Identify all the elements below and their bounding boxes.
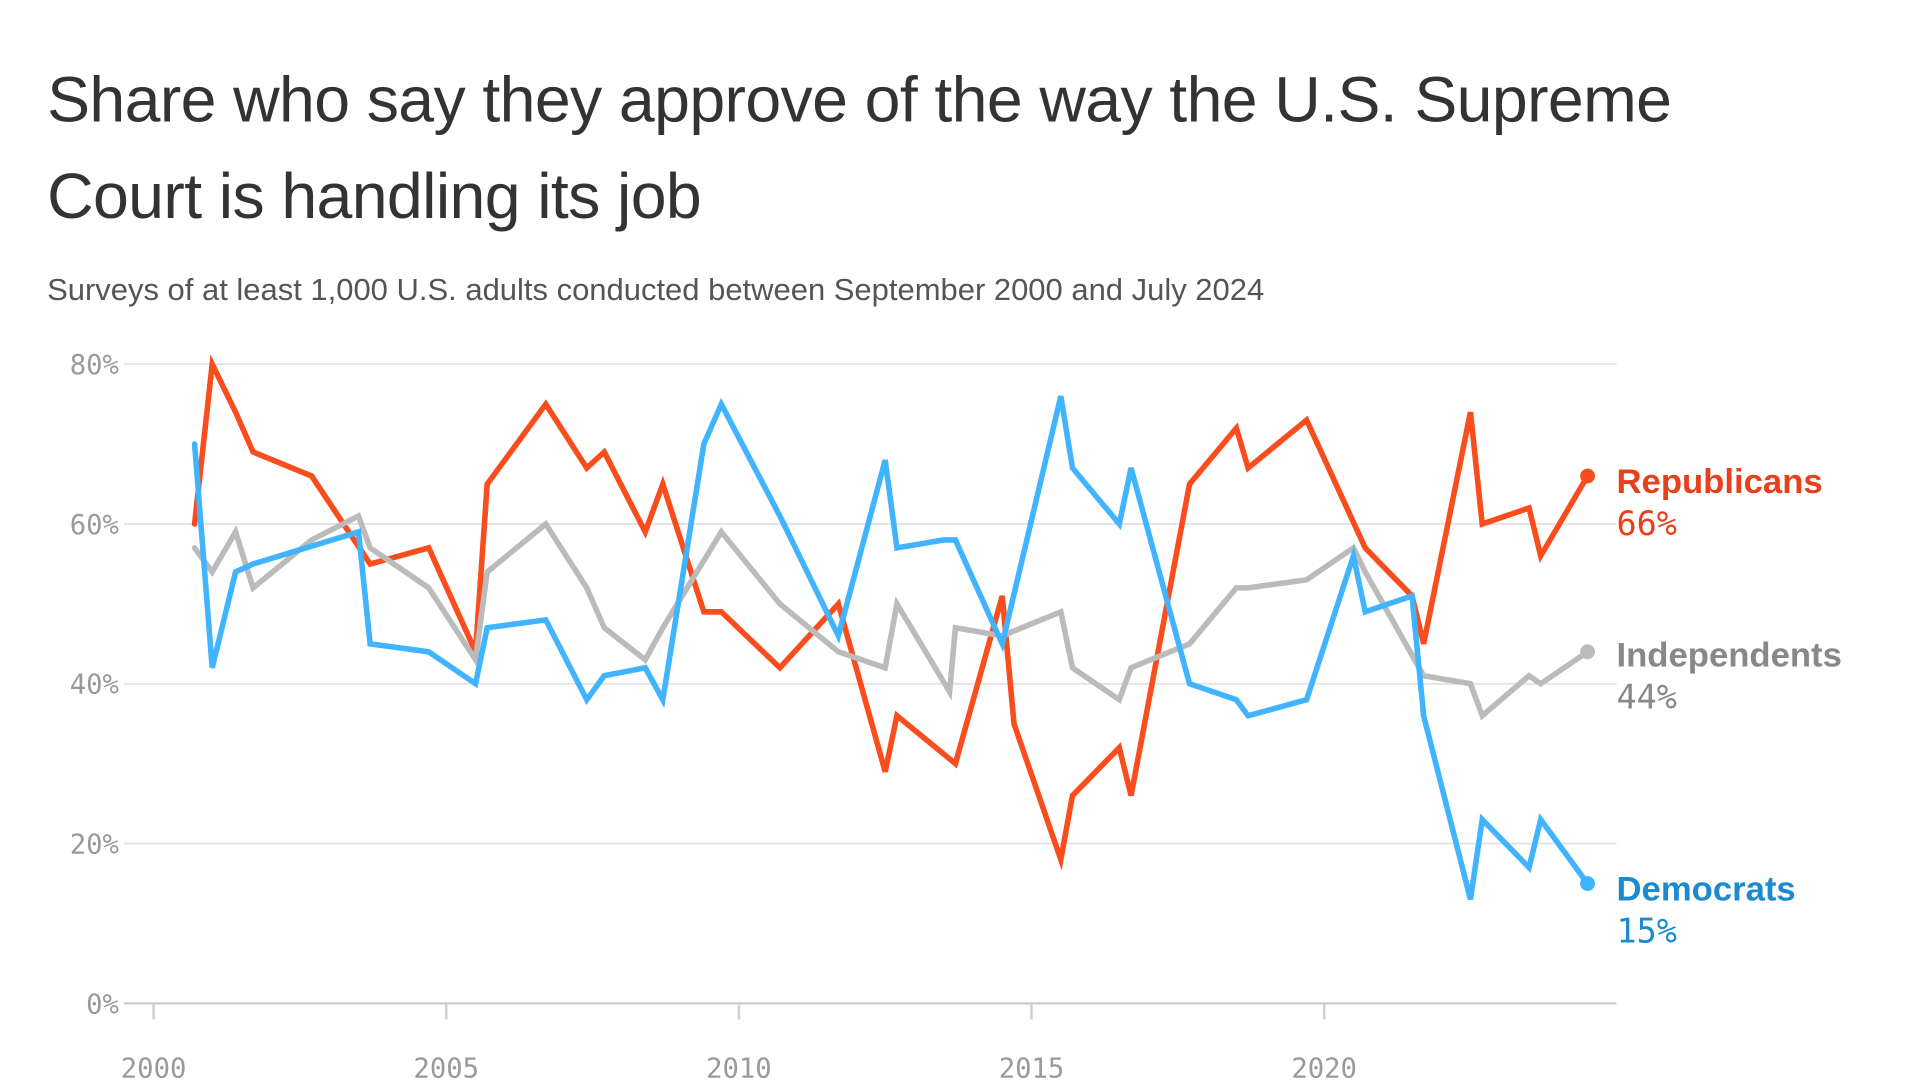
- y-tick-label: 80%: [70, 350, 119, 381]
- series-label-republicans: Republicans: [1617, 463, 1823, 501]
- x-tick-label: 2010: [706, 1054, 772, 1080]
- chart-subtitle: Surveys of at least 1,000 U.S. adults co…: [47, 272, 1265, 308]
- x-tick-label: 2000: [121, 1054, 187, 1080]
- end-marker-independents: [1580, 644, 1595, 660]
- series-value-democrats: 15%: [1617, 912, 1677, 951]
- series-value-republicans: 66%: [1617, 504, 1677, 543]
- y-tick-label: 20%: [70, 829, 119, 860]
- end-marker-democrats: [1580, 876, 1595, 891]
- series-value-independents: 44%: [1617, 678, 1677, 717]
- x-tick-label: 2015: [999, 1054, 1065, 1080]
- series-label-independents: Independents: [1617, 636, 1842, 674]
- end-marker-republicans: [1580, 468, 1595, 484]
- x-tick-label: 2005: [413, 1054, 479, 1080]
- series-line-republicans: [191, 354, 1591, 871]
- series-label-democrats: Democrats: [1617, 871, 1796, 909]
- series-line-independents: [191, 512, 1591, 721]
- y-tick-label: 60%: [70, 510, 119, 541]
- x-tick-label: 2020: [1291, 1054, 1357, 1080]
- y-tick-label: 0%: [86, 989, 119, 1020]
- y-tick-label: 40%: [70, 670, 119, 701]
- series-line-democrats: [191, 395, 1591, 901]
- chart-title: Share who say they approve of the way th…: [47, 64, 1672, 233]
